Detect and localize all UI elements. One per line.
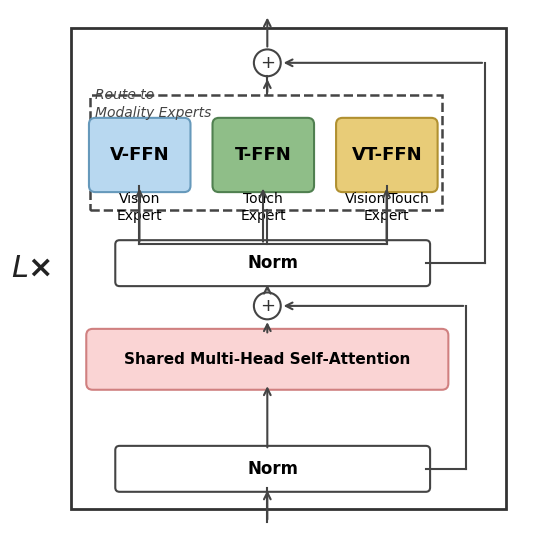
Text: Norm: Norm bbox=[247, 254, 298, 272]
Ellipse shape bbox=[254, 49, 281, 76]
FancyBboxPatch shape bbox=[336, 118, 437, 192]
FancyBboxPatch shape bbox=[115, 446, 430, 492]
Text: Vision-Touch
Expert: Vision-Touch Expert bbox=[345, 192, 429, 223]
Text: T-FFN: T-FFN bbox=[235, 146, 292, 164]
Text: Shared Multi-Head Self-Attention: Shared Multi-Head Self-Attention bbox=[124, 352, 410, 367]
FancyBboxPatch shape bbox=[115, 240, 430, 286]
Ellipse shape bbox=[254, 293, 281, 320]
FancyBboxPatch shape bbox=[213, 118, 314, 192]
Text: +: + bbox=[260, 54, 275, 72]
FancyBboxPatch shape bbox=[71, 28, 507, 509]
Text: Vision
Expert: Vision Expert bbox=[117, 192, 163, 223]
FancyBboxPatch shape bbox=[89, 118, 191, 192]
Text: VT-FFN: VT-FFN bbox=[352, 146, 422, 164]
Text: $\mathbf{\mathit{L}}\mathbf{\times}$: $\mathbf{\mathit{L}}\mathbf{\times}$ bbox=[11, 254, 51, 283]
Text: Route to
Modality Experts: Route to Modality Experts bbox=[96, 88, 212, 120]
Text: Touch
Expert: Touch Expert bbox=[240, 192, 286, 223]
Text: V-FFN: V-FFN bbox=[110, 146, 170, 164]
Text: Norm: Norm bbox=[247, 460, 298, 478]
Text: +: + bbox=[260, 297, 275, 315]
FancyBboxPatch shape bbox=[86, 329, 448, 390]
